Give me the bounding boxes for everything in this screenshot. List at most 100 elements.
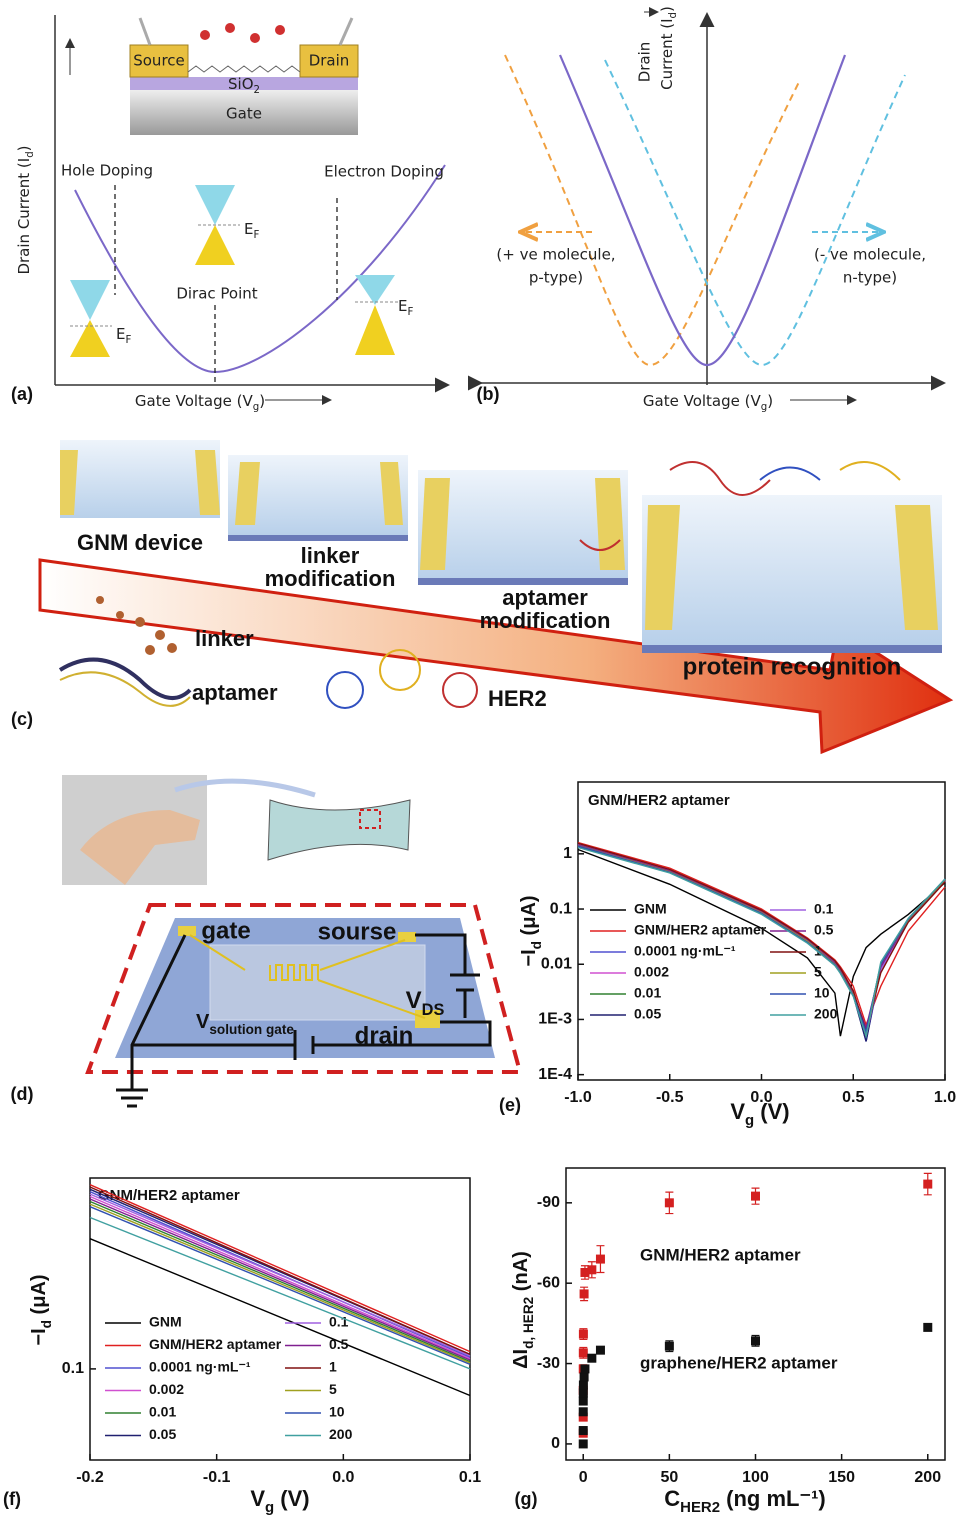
- series-line: [89, 1184, 471, 1353]
- p-type-curve: [504, 54, 801, 367]
- data-point: [751, 1191, 760, 1201]
- series-line: [89, 1200, 471, 1363]
- conductance-curve: [74, 164, 446, 374]
- layer-label-part: SiO: [228, 75, 254, 93]
- data-point: [595, 1254, 605, 1264]
- y-axis-label-part: d: [668, 12, 679, 18]
- step-label: GNM device: [77, 530, 203, 555]
- fermi-label: EF: [398, 297, 413, 318]
- x-axis-label: Vg (V): [250, 1486, 309, 1515]
- y-axis-label-part: d: [529, 941, 544, 949]
- series-line: [577, 844, 946, 1031]
- electrolyte-well: [209, 944, 426, 1021]
- legend-label: 10: [814, 985, 830, 1001]
- legend-label: 0.5: [814, 922, 834, 938]
- x-axis-label-part: g: [253, 402, 259, 413]
- series-line: [89, 1198, 471, 1361]
- legend-label: 0.05: [634, 1006, 661, 1022]
- panel-a: [54, 15, 450, 405]
- data-point: [579, 1289, 589, 1299]
- annotation: Hole Doping: [61, 162, 153, 180]
- step-label: modification: [480, 608, 611, 633]
- step-label: linker: [301, 543, 360, 568]
- pristine-curve: [558, 54, 847, 367]
- y-axis-label-part: −I: [28, 1328, 50, 1345]
- y-axis-label-part: ΔI: [510, 1349, 532, 1369]
- fermi-label-part: E: [244, 220, 253, 238]
- data-point: [578, 1348, 588, 1358]
- circuit-label-part: solution gate: [209, 1022, 294, 1037]
- x-tick-label: 0.5: [842, 1089, 864, 1106]
- series-label: GNM/HER2 aptamer: [640, 1245, 801, 1264]
- series-line: [577, 845, 946, 1035]
- data-point: [578, 1407, 588, 1417]
- process-arrow: [38, 558, 954, 755]
- x-tick-label: 1.0: [934, 1089, 956, 1106]
- y-tick-label: 0.1: [62, 1360, 84, 1377]
- circuit-label-part: V: [406, 987, 422, 1014]
- legend-label: 0.01: [634, 985, 661, 1001]
- zoom-arrow: [174, 778, 316, 798]
- data-point: [579, 1372, 589, 1382]
- y-axis-label-part: −I: [518, 949, 540, 966]
- x-axis-label-part: (ng mL⁻¹): [720, 1486, 826, 1511]
- panel-label: (c): [11, 709, 33, 729]
- device-inset: [129, 17, 359, 135]
- y-axis-label: −Id (μA): [518, 895, 544, 966]
- layer-label: SiO2: [228, 75, 260, 96]
- x-tick-label: 100: [742, 1469, 769, 1486]
- legend-label: 5: [329, 1381, 337, 1397]
- circuit-label: sourse: [318, 918, 397, 945]
- series-line: [89, 1186, 471, 1356]
- circuit-label: gate: [201, 917, 250, 944]
- x-tick-label: 0.0: [750, 1089, 772, 1106]
- y-axis-label-part: d: [25, 151, 36, 157]
- series-line: [577, 846, 946, 1039]
- device-renders: [60, 440, 942, 653]
- data-point: [664, 1341, 674, 1351]
- data-point: [578, 1396, 588, 1406]
- fermi-label: EF: [244, 220, 259, 241]
- data-point: [580, 1267, 590, 1277]
- x-axis-label-part: (V): [274, 1486, 309, 1511]
- device-strip: [267, 799, 411, 861]
- electrode-label: Drain: [309, 52, 350, 70]
- x-axis-label-part: C: [664, 1486, 680, 1511]
- y-axis-label-part: Drain Current (I: [15, 158, 33, 275]
- panel-label: (f): [3, 1489, 21, 1509]
- y-tick-label: -90: [537, 1194, 560, 1211]
- panel-label: (e): [499, 1095, 521, 1115]
- legend-label: 0.1: [329, 1314, 349, 1330]
- x-axis-label-part: V: [250, 1486, 265, 1511]
- data-point: [580, 1364, 590, 1374]
- series-label: graphene/HER2 aptamer: [640, 1353, 838, 1372]
- x-axis-label-part: ): [767, 392, 773, 410]
- molecule-label: HER2: [488, 686, 547, 711]
- data-point: [595, 1345, 605, 1355]
- circuit-label: VDS: [406, 987, 445, 1019]
- series-line: [577, 841, 946, 1027]
- panel-label: (d): [11, 1084, 34, 1104]
- legend-label: 10: [329, 1404, 345, 1420]
- x-tick-label: -0.2: [76, 1469, 104, 1486]
- fermi-label-part: E: [116, 325, 125, 343]
- legend-label: 0.0001 ng·mL⁻¹: [149, 1359, 251, 1375]
- fermi-label-part: E: [398, 297, 407, 315]
- legend-label: 200: [814, 1006, 838, 1022]
- panel-c: [38, 440, 954, 755]
- y-axis-label-part: Current (I: [658, 18, 676, 89]
- data-point: [578, 1388, 588, 1398]
- y-axis-label: ΔId, HER2 (nA): [510, 1251, 536, 1369]
- fermi-label-part: F: [125, 335, 131, 346]
- chart-title: GNM/HER2 aptamer: [98, 1187, 240, 1204]
- electrode-label: Source: [133, 52, 185, 70]
- molecule-label: linker: [195, 626, 254, 651]
- legend-label: 0.002: [634, 964, 669, 980]
- hand: [80, 810, 200, 885]
- y-axis-label: −Id (μA): [28, 1274, 54, 1345]
- x-tick-label: 0.1: [459, 1469, 481, 1486]
- legend-label: 0.0001 ng·mL⁻¹: [634, 943, 736, 959]
- legend-label: 0.01: [149, 1404, 176, 1420]
- data-point: [587, 1353, 597, 1363]
- annotation: (- ve molecule,: [814, 246, 926, 264]
